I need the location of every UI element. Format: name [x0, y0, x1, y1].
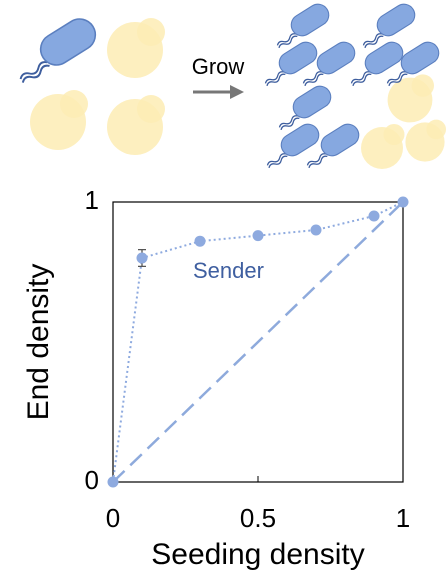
y-axis-label: End density	[22, 264, 55, 421]
bacterium	[9, 13, 101, 87]
data-point	[108, 477, 119, 488]
blob	[107, 18, 165, 78]
schematic: Grow	[9, 0, 446, 171]
bacterium	[343, 38, 406, 89]
data-point	[369, 211, 380, 222]
data-point	[398, 197, 409, 208]
reference-line	[113, 202, 403, 482]
data-point	[311, 225, 322, 236]
grow-label: Grow	[192, 54, 245, 79]
y-tick-label: 0	[85, 465, 99, 495]
y-tick-label: 1	[85, 185, 99, 215]
blob	[107, 95, 165, 155]
blob	[30, 90, 88, 150]
x-tick-label: 0	[106, 503, 120, 533]
figure: Grow Seeding density End density 0 0.5 1 0 1…	[0, 0, 446, 582]
series-label: Sender	[193, 258, 264, 283]
blob	[361, 124, 405, 169]
x-axis-label: Seeding density	[151, 538, 365, 571]
blob	[405, 120, 446, 162]
bacterium	[257, 38, 320, 89]
data-point	[253, 230, 264, 241]
x-tick-label: 0.5	[240, 503, 276, 533]
x-tick-label: 1	[396, 503, 410, 533]
data-point	[195, 236, 206, 247]
data-point	[137, 253, 148, 264]
arrow-head	[230, 85, 244, 99]
